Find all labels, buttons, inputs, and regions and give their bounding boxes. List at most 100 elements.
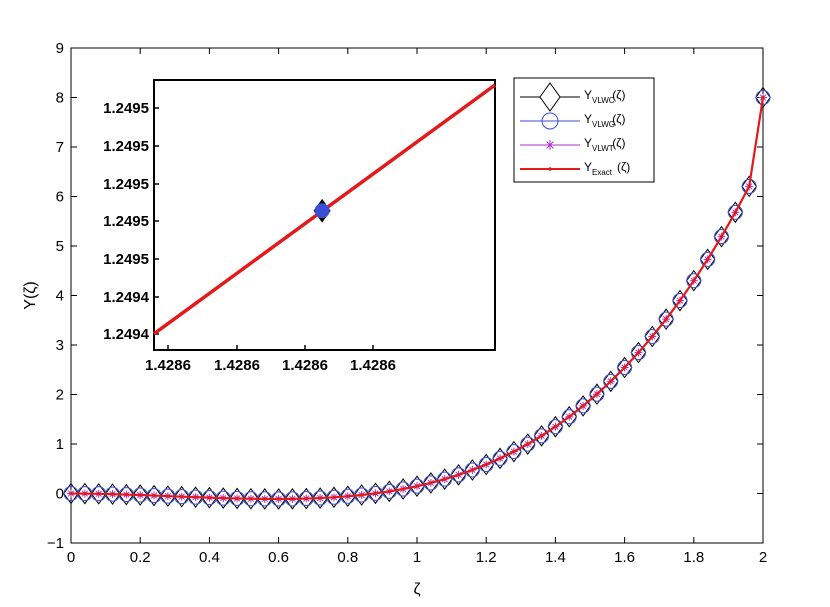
y-tick-label: 7 (56, 139, 64, 156)
data-point-diamond (339, 485, 356, 508)
inset-marker-circle (314, 203, 330, 219)
data-point-dot (373, 491, 378, 495)
data-point-diamond (77, 482, 93, 505)
legend-box (513, 77, 655, 183)
data-point-dot (456, 473, 461, 477)
data-point-dot (193, 495, 198, 499)
x-tick-label: 1.6 (614, 549, 635, 566)
data-point-diamond (741, 175, 757, 198)
y-tick-label: −1 (47, 535, 64, 552)
data-point-circle (464, 462, 480, 478)
data-point-diamond (367, 482, 384, 505)
data-point-dot (207, 496, 211, 500)
legend-item-vlwt: Y VLWT(ζ) (520, 136, 625, 153)
data-point-dot (110, 492, 115, 496)
data-point-dot (415, 484, 419, 488)
data-point-circle (492, 450, 508, 466)
data-point-diamond (727, 201, 744, 224)
legend-item-vlwg: Y VLWG(ζ) (520, 112, 625, 130)
data-point-dot (567, 415, 571, 419)
data-point-dot (761, 95, 765, 100)
data-point-diamond (381, 480, 398, 503)
data-point-diamond (755, 86, 771, 109)
data-point-dot (332, 495, 336, 499)
data-point-circle (713, 229, 729, 245)
data-point-dot (512, 450, 516, 454)
data-point-dot (277, 497, 281, 501)
y-tick-label: 1 (56, 436, 64, 453)
data-point-circle (451, 467, 467, 483)
data-point-diamond (270, 488, 287, 510)
data-point-dot (83, 491, 87, 496)
data-point-dot (581, 404, 585, 408)
data-point-dot (69, 491, 73, 496)
inset-x-tick-label: 1.4286 (145, 357, 191, 374)
data-point-diamond (699, 248, 716, 271)
data-point-dot (290, 497, 295, 501)
data-point-diamond (298, 487, 315, 510)
legend-item-vlwc: Y VLWC(ζ) (520, 82, 625, 112)
legend-label-main: Y (584, 136, 592, 150)
legend-label-main: Y (584, 112, 592, 126)
data-point-dot (360, 493, 364, 497)
inset-x-tick-label: 1.4286 (350, 357, 396, 374)
data-point-circle (589, 386, 605, 402)
data-point-dot (318, 496, 322, 500)
x-tick-label: 0.8 (337, 549, 358, 566)
data-point-circle (617, 360, 633, 376)
legend-label-sub: Exact (592, 168, 613, 177)
x-tick-label: 0 (67, 549, 75, 566)
data-point-dot (706, 257, 710, 262)
y-tick-label: 3 (56, 337, 64, 354)
x-tick-label: 0.4 (199, 549, 220, 566)
data-point-dot (498, 456, 502, 461)
data-point-diamond (450, 463, 467, 486)
data-point-diamond (63, 482, 79, 505)
inset-marker-point (313, 198, 331, 223)
legend-item-exact: Y Exact (ζ) (520, 160, 630, 177)
data-point-dot (539, 434, 544, 438)
inset-y-tick-label: 1.2495 (103, 138, 149, 155)
data-point-diamond (173, 485, 190, 508)
inset-y-tick-label: 1.2495 (103, 100, 149, 117)
data-point-diamond (409, 475, 425, 498)
data-point-dot (747, 184, 751, 189)
x-tick-label: 0.6 (268, 549, 289, 566)
legend-dot-icon (548, 167, 552, 171)
y-axis-label: Y(ζ) (22, 281, 39, 309)
data-point-diamond (104, 483, 121, 505)
inset-x-tick-label: 1.4286 (282, 357, 328, 374)
y-tick-label: 4 (56, 288, 64, 305)
data-point-dot (401, 487, 405, 491)
inset-y-tick-label: 1.2495 (103, 251, 149, 268)
data-point-circle (644, 328, 660, 344)
data-point-dot (650, 334, 654, 339)
data-point-circle (630, 345, 646, 361)
data-point-circle (506, 444, 522, 460)
data-point-dot (138, 493, 142, 497)
data-point-diamond (658, 308, 674, 331)
data-point-dot (609, 379, 613, 383)
data-point-circle (686, 273, 702, 289)
data-point-dot (346, 494, 350, 498)
data-point-circle (575, 398, 591, 414)
data-point-dot (304, 496, 308, 501)
data-point-circle (672, 293, 688, 309)
y-tick-label: 8 (56, 90, 64, 107)
inset-y-tick-label: 1.2494 (103, 289, 150, 306)
data-point-circle (658, 311, 674, 327)
data-point-dot (263, 497, 267, 501)
data-point-dot (429, 481, 433, 485)
data-point-diamond (436, 468, 453, 491)
x-tick-label: 1 (413, 549, 421, 566)
data-point-diamond (90, 482, 107, 505)
data-point-dot (221, 496, 225, 500)
data-point-dot (124, 492, 128, 497)
data-point-diamond (256, 488, 273, 510)
data-point-diamond (187, 486, 204, 509)
data-point-dot (719, 235, 724, 239)
data-point-circle (423, 475, 439, 491)
legend-diamond-icon (539, 82, 561, 112)
data-point-circle (409, 478, 425, 494)
legend-label-sub: VLWT (592, 144, 614, 153)
